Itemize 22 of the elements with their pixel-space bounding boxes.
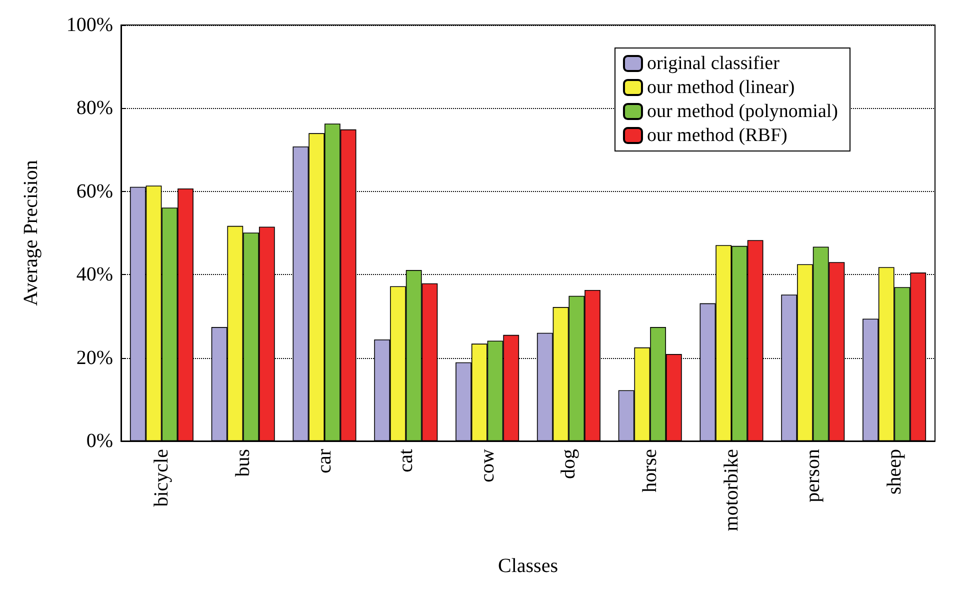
- x-tick-label: cow: [476, 448, 498, 482]
- x-tick-label: sheep: [883, 449, 906, 495]
- legend-label: our method (RBF): [646, 125, 788, 146]
- y-tick-label: 60%: [76, 180, 113, 202]
- y-tick-label: 0%: [86, 430, 113, 452]
- legend-label: our method (polynomial): [646, 101, 838, 122]
- y-tick-label: 20%: [76, 346, 113, 369]
- x-tick-label: person: [802, 449, 824, 502]
- x-tick-label: cat: [394, 448, 417, 472]
- y-tick-label: 80%: [76, 97, 113, 120]
- x-tick-label: car: [314, 448, 336, 474]
- x-tick-label: bicycle: [150, 448, 173, 507]
- y-axis-title: Average Precision: [20, 160, 42, 306]
- x-tick-label: dog: [558, 449, 580, 479]
- y-tick-label: 40%: [76, 264, 113, 286]
- y-tick-label: 100%: [66, 14, 113, 36]
- legend-label: original classifier: [646, 53, 780, 74]
- x-tick-label: motorbike: [720, 448, 742, 532]
- legend-label: our method (linear): [646, 77, 795, 98]
- x-axis-title: Classes: [498, 555, 558, 577]
- x-tick-label: horse: [639, 448, 662, 492]
- x-tick-label: bus: [232, 448, 254, 477]
